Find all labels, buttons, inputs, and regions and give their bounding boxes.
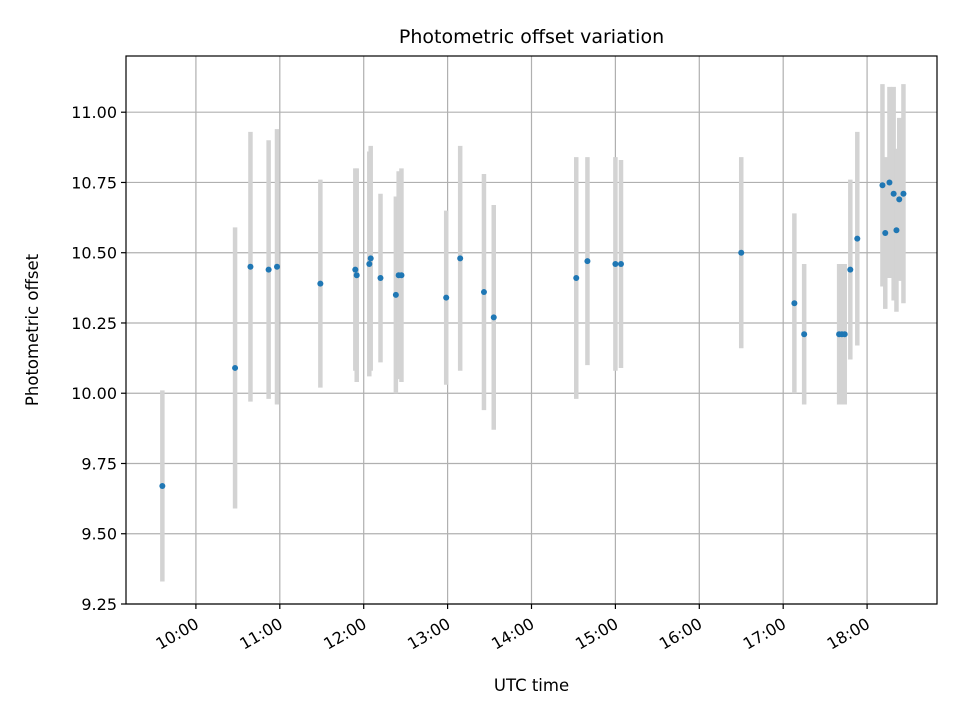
grid-layer [126,56,937,605]
data-point [584,258,591,265]
data-point [366,260,373,267]
data-point [801,331,808,338]
data-point [480,289,487,296]
data-point [457,255,464,262]
data-point [573,275,580,282]
data-point [159,482,166,489]
data-point [274,263,281,270]
data-point [247,263,254,270]
data-point [612,260,619,267]
data-point [490,314,497,321]
data-point [738,249,745,256]
y-tick-label: 9.50 [81,525,117,544]
data-point [854,235,861,242]
data-point [896,196,903,203]
y-tick-label: 10.50 [71,244,117,263]
data-point [377,275,384,282]
chart-title: Photometric offset variation [399,26,664,48]
data-point [443,294,450,301]
y-axis-title: Photometric offset [23,253,42,406]
data-point [886,179,893,186]
data-point [791,300,798,307]
data-point [882,230,889,237]
y-tick-label: 11.00 [71,103,117,122]
data-point [232,364,239,371]
data-point [890,190,897,197]
data-point [893,227,900,234]
y-tick-label: 9.25 [81,595,117,614]
data-point [879,182,886,189]
data-point [847,266,854,273]
data-point [367,255,374,262]
point-layer [159,179,907,489]
y-tick-label: 10.75 [71,173,117,192]
data-point [317,280,324,287]
x-axis-title: UTC time [494,676,569,695]
data-point [900,190,907,197]
y-tick-label: 10.25 [71,314,117,333]
y-tick-label: 9.75 [81,454,117,473]
data-point [617,260,624,267]
y-tick-label: 10.00 [71,384,117,403]
data-point [398,272,405,279]
data-point [353,272,360,279]
data-point [265,266,272,273]
data-point [352,266,359,273]
data-point [841,331,848,338]
data-point [392,291,399,298]
